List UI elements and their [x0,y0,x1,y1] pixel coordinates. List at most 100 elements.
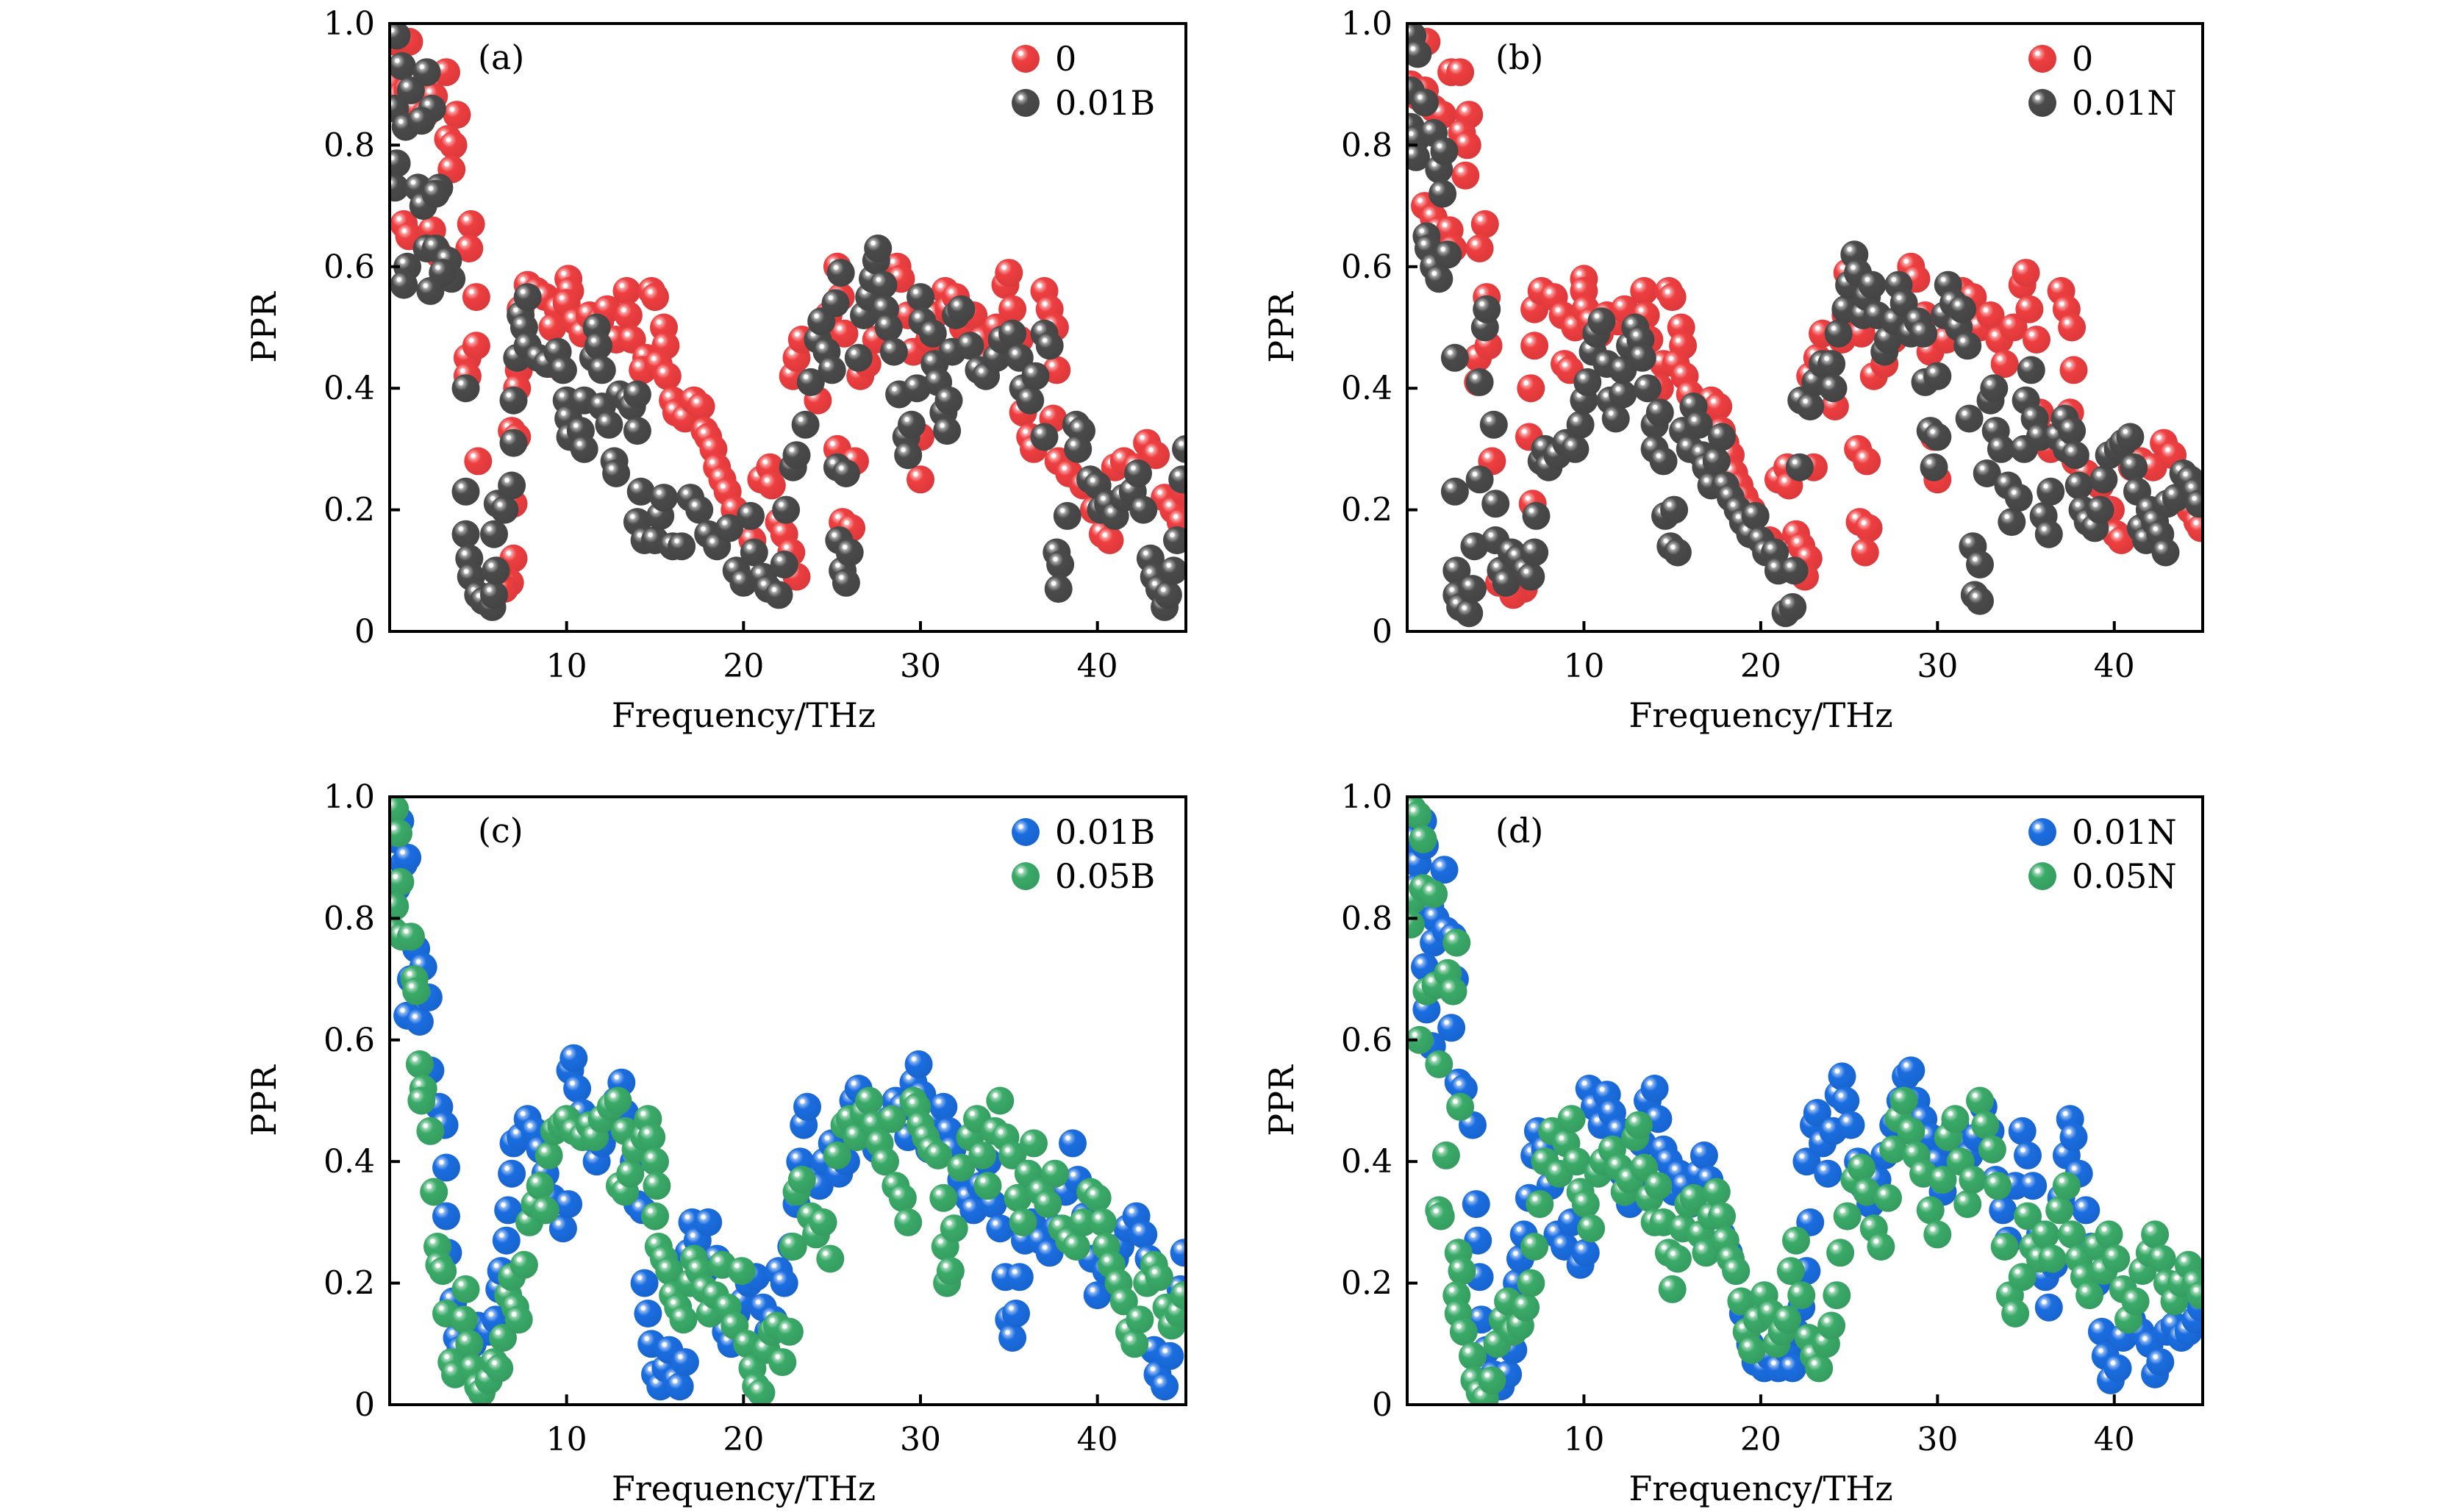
data-point [1847,1153,1876,1182]
data-point [393,843,422,872]
data-point [2058,1220,2087,1249]
data-point [1645,398,1674,427]
data-point [2075,1281,2104,1310]
data-point [1425,1050,1454,1078]
data-point [1628,343,1656,372]
panel-a: 10 20 30 40 0 0.2 0.4 0.6 0.8 1.0 Frequency/THz PPR… [244,5,1187,735]
data-point [2058,313,2087,342]
data-point [1434,240,1462,269]
data-point [390,24,411,50]
data-point [390,173,410,202]
data-point [402,977,431,1006]
y-tick-label: 0.6 [1341,248,1392,286]
data-point [421,179,450,208]
legend-label: 0.01B [1055,812,1155,852]
data-point [1704,393,1733,420]
data-point [1562,1147,1591,1176]
data-point [653,362,682,390]
data-point [390,149,411,178]
data-point [998,1324,1027,1352]
data-point [1481,490,1510,518]
data-point [451,520,480,548]
data-point [489,1324,517,1352]
legend-marker [2028,818,2056,846]
data-point [1976,301,2005,329]
data-point [1708,1202,1736,1230]
y-axis-title: PPR [1262,1064,1301,1136]
data-point [1517,562,1545,591]
panel-c: 10 20 30 40 0 0.2 0.4 0.6 0.8 1.0 Frequency/THz PPR… [244,778,1187,1508]
data-point [499,386,528,415]
data-point [2146,1348,2175,1377]
y-tick-label: 0.4 [1341,370,1392,407]
y-tick-label: 0.4 [323,370,375,407]
data-point [407,1086,436,1115]
data-point [791,410,820,439]
data-point [2034,520,2063,548]
data-point [2120,453,2148,481]
y-axis-title: PPR [244,1064,284,1136]
data-point [390,270,418,299]
data-point [1601,404,1630,433]
data-point [1851,538,1879,567]
data-point [986,1214,1015,1243]
data-point [643,1172,671,1200]
data-point [1785,453,1814,481]
data-point [641,283,669,312]
data-point [869,270,898,299]
data-point [623,380,651,409]
data-point [1159,556,1186,585]
data-point [1170,1281,1186,1310]
data-point [1824,319,1853,348]
data-point [1439,977,1467,1006]
data-point [641,1147,669,1176]
x-tick-label: 40 [1077,1421,1118,1458]
data-point [1853,447,1881,476]
y-tick-label: 0.6 [1341,1022,1392,1059]
data-point [2008,1117,2037,1145]
data-point [1867,1233,1895,1261]
data-point [2052,1172,2081,1200]
data-point [2014,1141,2042,1169]
data-point [1034,1190,1062,1219]
data-point [455,234,484,262]
data-point [492,1226,521,1255]
data-point [405,1050,434,1078]
data-point [1407,910,1425,939]
data-point [973,1172,1002,1200]
data-point [1083,1281,1112,1310]
data-point [668,532,696,561]
data-point [770,1269,798,1297]
data-point [396,922,425,951]
legend-label: 0 [2072,39,2093,79]
legend-label: 0 [1055,39,1076,79]
data-point [671,1348,699,1377]
data-point [1780,556,1809,585]
data-point [765,581,793,609]
data-point [1853,1178,1881,1206]
y-tick-label: 1.0 [1341,5,1392,43]
x-axis-title: Frequency/THz [1628,695,1892,735]
data-point [1561,434,1590,463]
data-point [2058,417,2087,445]
data-point [2102,1244,2131,1273]
data-point [2008,1263,2037,1291]
data-point [655,1257,684,1286]
data-point [1826,1239,1855,1267]
data-point [844,343,873,372]
data-point [1088,1208,1117,1236]
data-point [1817,1311,1846,1340]
y-tick-label: 0.6 [323,248,375,286]
data-point [390,51,416,80]
y-tick-label: 1.0 [323,5,375,43]
data-point [2012,259,2040,287]
data-point [2031,1220,2059,1249]
data-point [1923,362,1952,390]
data-point [630,1269,659,1297]
panel-d: 10 20 30 40 0 0.2 0.4 0.6 0.8 1.0 Frequency/THz PPR… [1262,778,2204,1508]
data-point [1973,459,2001,487]
data-point [1407,143,1430,171]
data-point [1966,1086,1994,1115]
y-tick-label: 0.2 [323,492,375,529]
y-tick-label: 0.2 [323,1265,375,1303]
